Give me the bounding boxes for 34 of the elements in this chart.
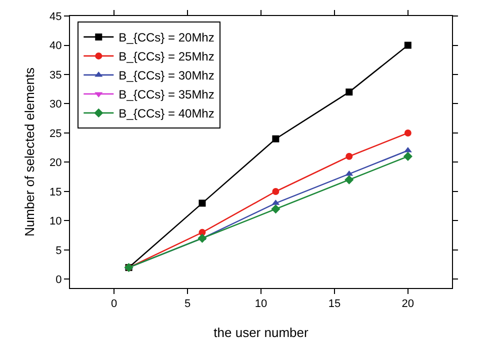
y-tick-label: 10 [50, 216, 62, 228]
point [198, 234, 207, 243]
x-tick-label: 15 [328, 298, 341, 310]
point [346, 88, 353, 96]
y-tick-label: 25 [50, 128, 62, 140]
y-tick-label: 30 [50, 98, 62, 111]
point [404, 42, 412, 49]
y-tick-label: 40 [50, 40, 62, 52]
y-axis-title: Number of selected elements [22, 66, 37, 237]
point [344, 175, 354, 184]
point [272, 188, 280, 195]
legend-label: B_{CCs} = 20Mhz [118, 30, 214, 45]
point [346, 152, 353, 160]
legend-label: B_{CCs} = 30Mhz [118, 68, 214, 83]
point [272, 135, 280, 142]
x-axis-title: the user number [214, 325, 309, 340]
y-tick-label: 45 [50, 10, 62, 23]
point [198, 200, 206, 207]
point [403, 152, 412, 161]
x-tick-label: 10 [254, 298, 268, 310]
legend-label: B_{CCs} = 25Mhz [118, 50, 214, 64]
y-tick-label: 15 [50, 186, 62, 198]
y-tick-label: 0 [56, 274, 62, 286]
point [271, 204, 280, 214]
x-tick-label: 0 [111, 298, 118, 310]
y-tick-label: 5 [56, 244, 62, 257]
y-tick-label: 20 [50, 157, 62, 170]
x-tick-label: 20 [402, 298, 414, 310]
y-tick-label: 35 [50, 69, 62, 82]
x-tick-label: 5 [184, 298, 191, 310]
legend-label: B_{CCs} = 40Mhz [118, 106, 214, 121]
legend-label: B_{CCs} = 35Mhz [118, 88, 214, 102]
point [345, 170, 354, 176]
point [404, 129, 412, 136]
